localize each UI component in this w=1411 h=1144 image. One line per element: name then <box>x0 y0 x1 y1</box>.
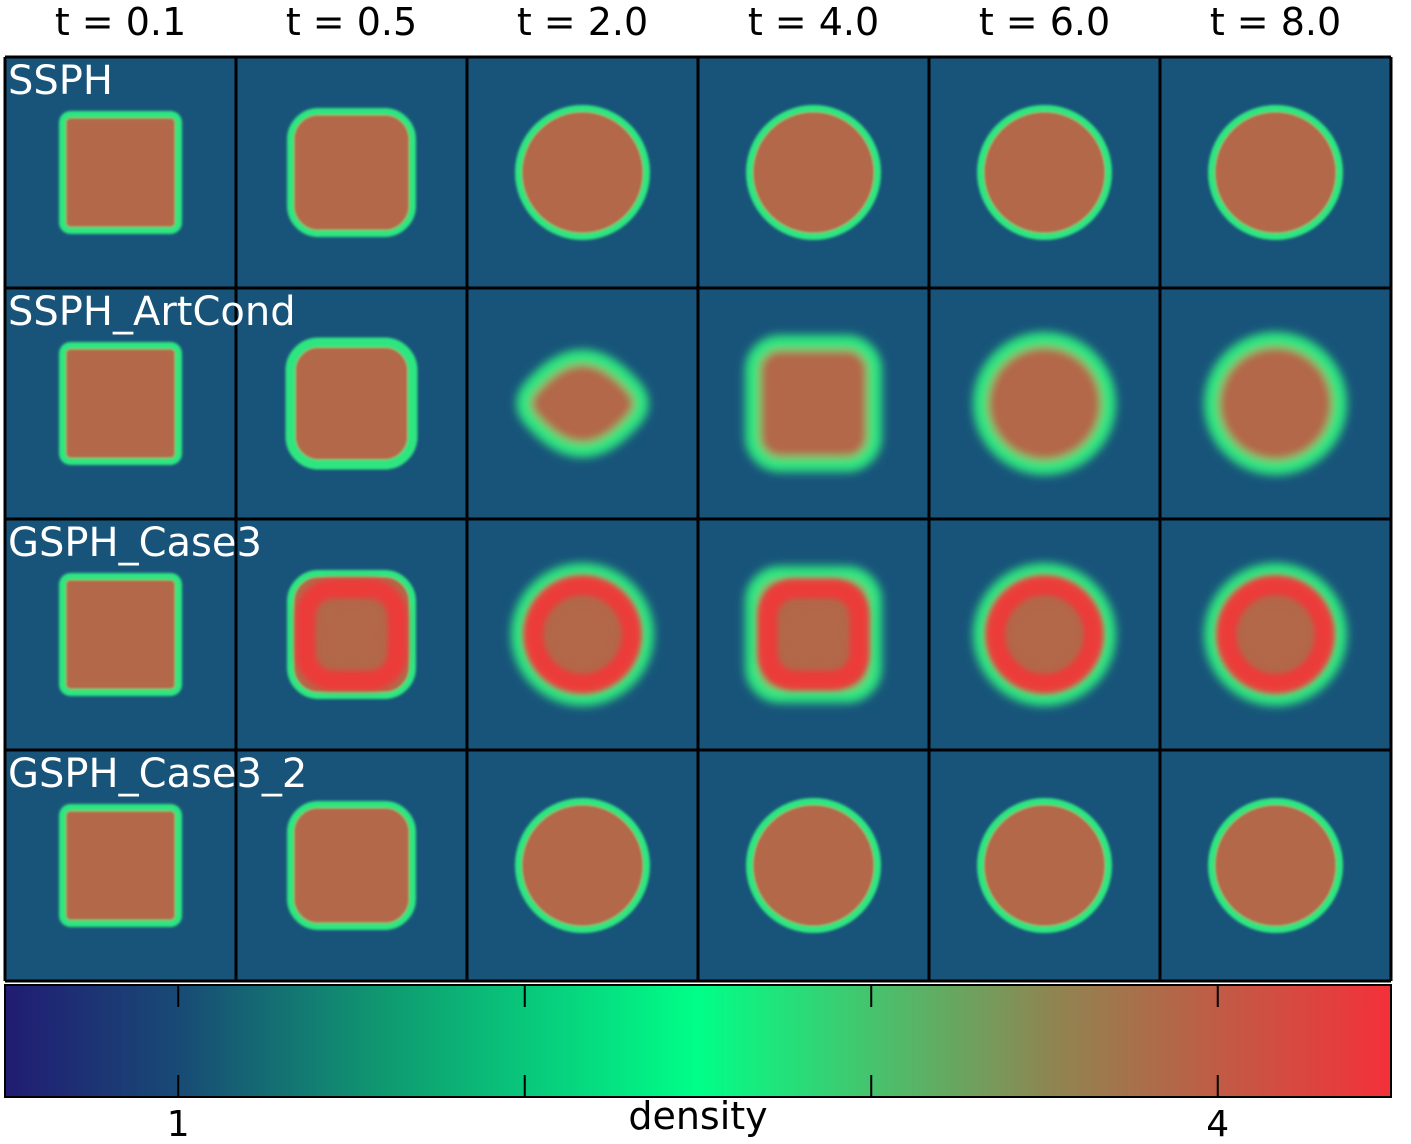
dense-ring <box>757 578 870 691</box>
blob-rim <box>59 573 182 696</box>
density-blob <box>973 332 1116 475</box>
density-blob <box>746 105 881 240</box>
dense-ring <box>523 575 642 694</box>
dense-ring <box>1216 575 1335 694</box>
blob-core <box>782 603 845 666</box>
density-blob <box>1208 798 1343 933</box>
blob-core <box>1010 600 1079 669</box>
density-colorbar: 1 4 density <box>4 984 1392 1144</box>
blob-rim <box>746 798 881 933</box>
density-blob <box>973 563 1116 706</box>
density-blob <box>515 798 650 933</box>
density-blob <box>746 798 881 933</box>
colorbar-tick-label: 1 <box>167 1104 190 1144</box>
colorbar-gradient <box>4 984 1392 1098</box>
dense-ring <box>295 578 408 691</box>
density-blob <box>285 337 418 470</box>
blob-core <box>1241 600 1310 669</box>
density-blob <box>745 335 882 472</box>
row-label: SSPH_ArtCond <box>8 289 296 335</box>
density-blob <box>287 801 416 930</box>
blob-rim <box>285 337 418 470</box>
blob-core <box>320 603 383 666</box>
blob-rim <box>59 342 182 465</box>
blob-rim <box>977 105 1112 240</box>
column-title: t = 4.0 <box>748 0 879 44</box>
column-title: t = 6.0 <box>979 0 1110 44</box>
panel-grid <box>3 55 1393 983</box>
density-blob <box>1208 105 1343 240</box>
density-blob <box>977 105 1112 240</box>
column-title: t = 0.1 <box>55 0 186 44</box>
density-blob <box>287 108 416 237</box>
column-titles: t = 0.1 t = 0.5 t = 2.0 t = 4.0 t = 6.0 t = 8… <box>55 0 1341 44</box>
blob-rim <box>515 798 650 933</box>
row-label: GSPH_Case3 <box>8 520 262 566</box>
blob-rim <box>287 108 416 237</box>
column-title: t = 0.5 <box>286 0 417 44</box>
blob-core <box>548 600 617 669</box>
row-label: SSPH <box>8 58 113 104</box>
blob-rim <box>516 349 649 458</box>
colorbar-label: density <box>628 1094 767 1138</box>
density-blob <box>745 566 882 703</box>
density-blob <box>59 342 182 465</box>
column-title: t = 8.0 <box>1210 0 1341 44</box>
blob-rim <box>1204 332 1347 475</box>
density-blob <box>1204 332 1347 475</box>
blob-rim <box>977 798 1112 933</box>
blob-rim <box>59 111 182 234</box>
density-blob <box>511 563 654 706</box>
colorbar-tick-label: 4 <box>1206 1104 1229 1144</box>
row-labels: SSPH SSPH_ArtCond GSPH_Case3 GSPH_Case3_2 <box>8 58 307 797</box>
blob-rim <box>515 105 650 240</box>
column-title: t = 2.0 <box>517 0 648 44</box>
density-blob <box>287 570 416 699</box>
blob-rim <box>1208 798 1343 933</box>
blob-rim <box>973 332 1116 475</box>
dense-ring <box>985 575 1104 694</box>
density-blob <box>515 105 650 240</box>
density-blob <box>1204 563 1347 706</box>
blob-rim <box>287 801 416 930</box>
density-blob <box>59 573 182 696</box>
blob-rim <box>745 335 882 472</box>
density-blob <box>516 349 649 458</box>
density-blob <box>59 804 182 927</box>
blob-rim <box>1208 105 1343 240</box>
density-blob <box>977 798 1112 933</box>
density-blob <box>59 111 182 234</box>
row-label: GSPH_Case3_2 <box>8 751 307 797</box>
blob-rim <box>746 105 881 240</box>
blob-rim <box>59 804 182 927</box>
